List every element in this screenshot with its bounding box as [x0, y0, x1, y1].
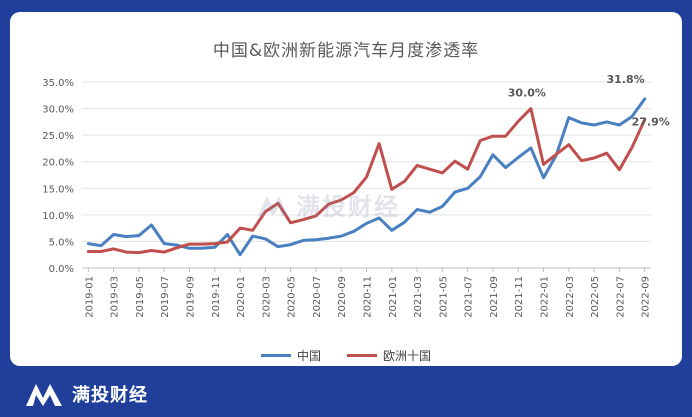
- footer-brand-text: 满投财经: [72, 385, 148, 406]
- x-tick-label: 2022-03: [565, 276, 576, 318]
- legend-label-europe: 欧洲十国: [383, 349, 432, 363]
- legend-swatch-china: [260, 354, 291, 357]
- x-tick-label: 2022-07: [615, 276, 626, 318]
- legend-item-china: 中国: [260, 347, 321, 364]
- x-tick-label: 2021-05: [438, 276, 449, 318]
- x-tick-label: 2020-05: [287, 276, 298, 318]
- x-tick-label: 2021-07: [464, 276, 475, 318]
- x-tick-label: 2019-09: [185, 276, 196, 318]
- x-tick-label: 2019-11: [211, 276, 222, 318]
- m-mountain-logo-icon: [26, 384, 62, 406]
- legend-item-europe: 欧洲十国: [347, 347, 431, 364]
- footer-brand: 满投财经: [24, 380, 148, 408]
- x-tick-label: 2020-09: [337, 276, 348, 318]
- chart-card: 0.0% 5.0% 10.0% 15.0% 20.0% 25.0% 30.0% 35.0% 20…: [10, 12, 682, 366]
- y-tick-label: 30.0%: [42, 105, 74, 116]
- x-tick-label: 2020-01: [236, 276, 247, 318]
- x-tick-label: 2022-01: [540, 276, 551, 318]
- x-tick-label: 2021-11: [514, 276, 525, 318]
- x-tick-label: 2019-05: [135, 276, 146, 318]
- y-tick-label: 15.0%: [42, 184, 74, 195]
- y-tick-label: 10.0%: [42, 211, 74, 222]
- data-label: 31.8%: [607, 73, 645, 86]
- x-tick-label: 2022-09: [641, 276, 652, 318]
- x-tick-label: 2020-11: [363, 276, 374, 318]
- x-tick-label: 2019-01: [84, 276, 95, 318]
- y-tick-label: 5.0%: [49, 237, 74, 248]
- x-tick-label: 2021-09: [489, 276, 500, 318]
- series-line-1: [86, 107, 647, 255]
- data-label: 30.0%: [508, 87, 546, 100]
- x-tick-label: 2019-07: [160, 276, 171, 318]
- y-tick-label: 20.0%: [42, 158, 74, 169]
- chart-legend: 中国 欧洲十国: [10, 347, 682, 364]
- x-tick-label: 2020-03: [261, 276, 272, 318]
- x-tick-label: 2021-01: [388, 276, 399, 318]
- y-tick-label: 25.0%: [42, 131, 74, 142]
- x-tick-label: 2019-03: [110, 276, 121, 318]
- y-tick-label: 0.0%: [49, 264, 74, 275]
- x-tick-label: 2021-03: [413, 276, 424, 318]
- legend-swatch-europe: [347, 354, 377, 357]
- x-tick-label: 2022-05: [590, 276, 601, 318]
- line-chart: 0.0% 5.0% 10.0% 15.0% 20.0% 25.0% 30.0% 35.0% 20…: [42, 73, 670, 318]
- x-tick-label: 2020-07: [312, 276, 323, 318]
- chart-title: 中国&欧洲新能源汽车月度渗透率: [212, 41, 480, 61]
- y-tick-label: 35.0%: [42, 78, 74, 89]
- legend-label-china: 中国: [296, 349, 321, 363]
- data-label: 27.9%: [632, 116, 670, 129]
